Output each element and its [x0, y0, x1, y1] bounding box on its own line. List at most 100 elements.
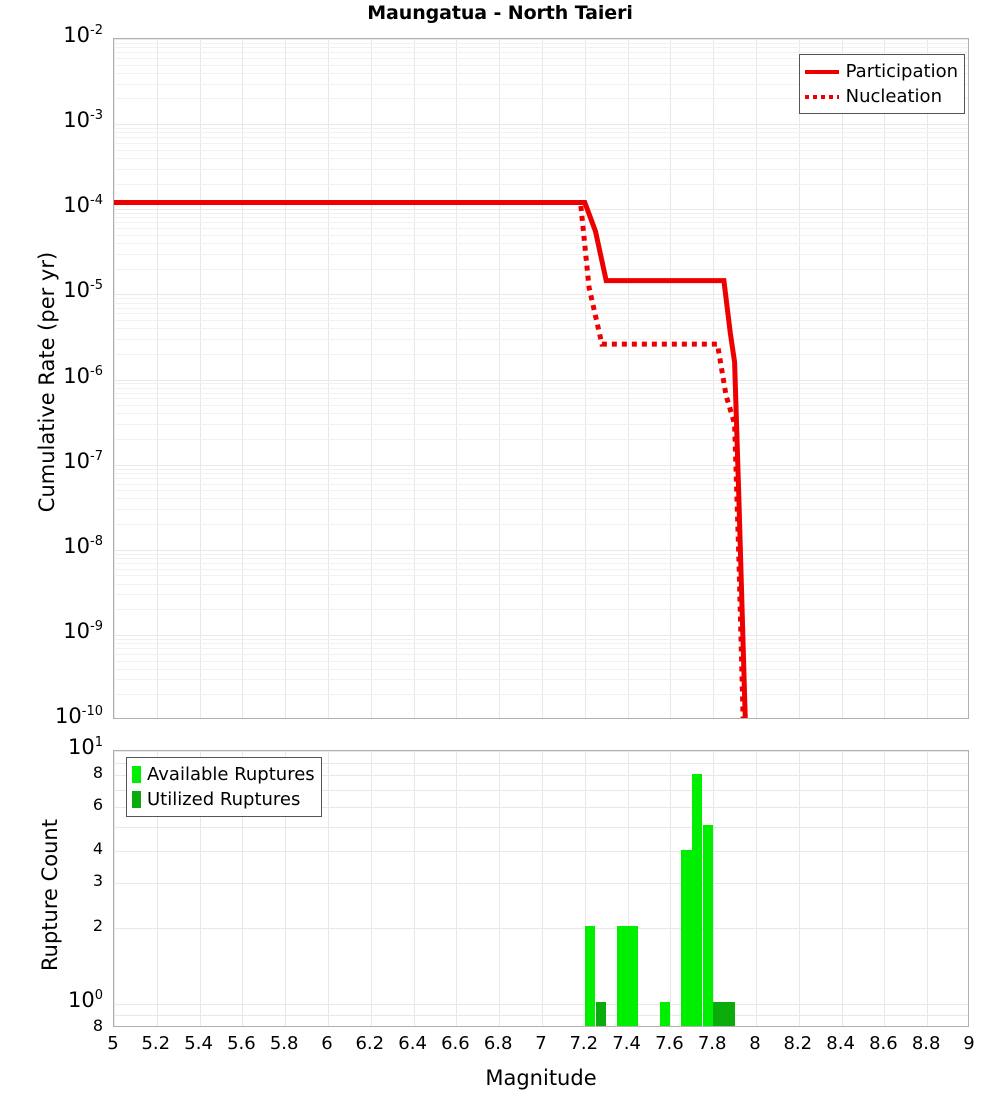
x-tick-label: 8.8	[911, 1033, 941, 1054]
x-tick-label: 7.8	[697, 1033, 727, 1054]
gridline-vertical	[799, 39, 800, 718]
legend-label-participation: Participation	[845, 61, 958, 82]
y-tick-label: 101	[67, 735, 103, 759]
x-tick-label: 7.2	[569, 1033, 599, 1054]
gridline-horizontal	[114, 550, 968, 551]
gridline-vertical	[927, 751, 928, 1026]
gridline-horizontal	[114, 47, 968, 48]
gridline-horizontal	[114, 490, 968, 491]
bottom-panel-legend: Available Ruptures Utilized Ruptures	[126, 757, 322, 817]
gridline-horizontal	[114, 313, 968, 314]
rupture-count-bar	[659, 1001, 671, 1026]
gridline-horizontal	[114, 143, 968, 144]
page-title: Maungatua - North Taieri	[367, 2, 633, 24]
legend-item-available-ruptures: Available Ruptures	[132, 762, 315, 787]
y-tick-label: 4	[92, 839, 103, 859]
gridline-horizontal	[114, 137, 968, 138]
rupture-count-bar	[616, 925, 628, 1026]
gridline-horizontal	[114, 388, 968, 389]
rupture-count-bar	[681, 849, 692, 1026]
gridline-horizontal	[114, 98, 968, 99]
gridline-horizontal	[114, 124, 968, 125]
gridline-horizontal	[114, 883, 968, 884]
x-tick-label: 8.4	[826, 1033, 855, 1054]
gridline-horizontal	[114, 639, 968, 640]
gridline-horizontal	[114, 851, 968, 852]
gridline-vertical	[585, 751, 586, 1026]
gridline-horizontal	[114, 73, 968, 74]
y-tick-label: 10-7	[63, 448, 103, 473]
dotted-line-icon	[804, 94, 839, 99]
gridline-horizontal	[114, 243, 968, 244]
gridline-vertical	[927, 39, 928, 718]
gridline-horizontal	[114, 52, 968, 53]
gridline-horizontal	[114, 635, 968, 636]
y-tick-label: 10-3	[63, 108, 103, 133]
cumulative-rate-plot: Participation Nucleation	[113, 38, 969, 719]
y-tick-label: 10-5	[63, 278, 103, 303]
gridline-horizontal	[114, 643, 968, 644]
top-panel-gridlines	[114, 39, 968, 718]
gridline-horizontal	[114, 648, 968, 649]
gridline-horizontal	[114, 380, 968, 381]
gridline-horizontal	[114, 439, 968, 440]
gridline-horizontal	[114, 478, 968, 479]
x-tick-label: 7	[535, 1033, 547, 1054]
gridline-horizontal	[114, 563, 968, 564]
solid-line-icon	[804, 69, 839, 74]
gridline-vertical	[414, 751, 415, 1026]
gridline-horizontal	[114, 298, 968, 299]
gridline-horizontal	[114, 235, 968, 236]
gridline-vertical	[371, 39, 372, 718]
gridline-horizontal	[114, 354, 968, 355]
gridline-horizontal	[114, 594, 968, 595]
bottom-panel-gridlines	[114, 751, 968, 1026]
gridline-vertical	[670, 751, 671, 1026]
gridline-horizontal	[114, 569, 968, 570]
gridline-vertical	[200, 751, 201, 1026]
gridline-vertical	[242, 751, 243, 1026]
gridline-vertical	[628, 39, 629, 718]
x-tick-label: 6.4	[398, 1033, 427, 1054]
gridline-horizontal	[114, 524, 968, 525]
rupture-count-bar	[595, 1001, 607, 1026]
gridline-vertical	[542, 39, 543, 718]
gridline-vertical	[842, 39, 843, 718]
rupture-count-bar	[713, 1001, 724, 1026]
rupture-count-bars	[114, 751, 968, 1026]
gridline-vertical	[542, 751, 543, 1026]
y-tick-label: 8	[92, 763, 103, 783]
top-panel-legend: Participation Nucleation	[798, 54, 965, 114]
y-tick-label: 100	[67, 987, 103, 1012]
y-tick-label: 10-6	[63, 363, 103, 388]
rupture-count-bar	[702, 825, 714, 1026]
y-tick-label: 10-2	[63, 23, 103, 47]
x-tick-label: 5.4	[184, 1033, 213, 1054]
rupture-count-bar	[723, 1001, 735, 1026]
legend-item-utilized-ruptures: Utilized Ruptures	[132, 787, 315, 812]
utilized-ruptures-swatch-icon	[132, 791, 141, 808]
gridline-vertical	[114, 39, 115, 718]
y-tick-label: 10-9	[63, 618, 103, 643]
gridline-horizontal	[114, 383, 968, 384]
gridline-vertical	[157, 751, 158, 1026]
gridline-horizontal	[114, 228, 968, 229]
gridline-vertical	[756, 39, 757, 718]
gridline-horizontal	[114, 65, 968, 66]
gridline-vertical	[884, 751, 885, 1026]
gridline-vertical	[371, 751, 372, 1026]
gridline-horizontal	[114, 661, 968, 662]
gridline-horizontal	[114, 303, 968, 304]
gridline-vertical	[713, 39, 714, 718]
gridline-horizontal	[114, 43, 968, 44]
x-tick-label: 8	[749, 1033, 761, 1054]
gridline-horizontal	[114, 1015, 968, 1016]
participation-curve	[114, 200, 748, 718]
gridline-vertical	[756, 751, 757, 1026]
gridline-horizontal	[114, 807, 968, 808]
y-tick-label: 10-4	[63, 193, 103, 218]
x-tick-label: 7.4	[612, 1033, 641, 1054]
gridline-horizontal	[114, 928, 968, 929]
gridline-horizontal	[114, 763, 968, 764]
